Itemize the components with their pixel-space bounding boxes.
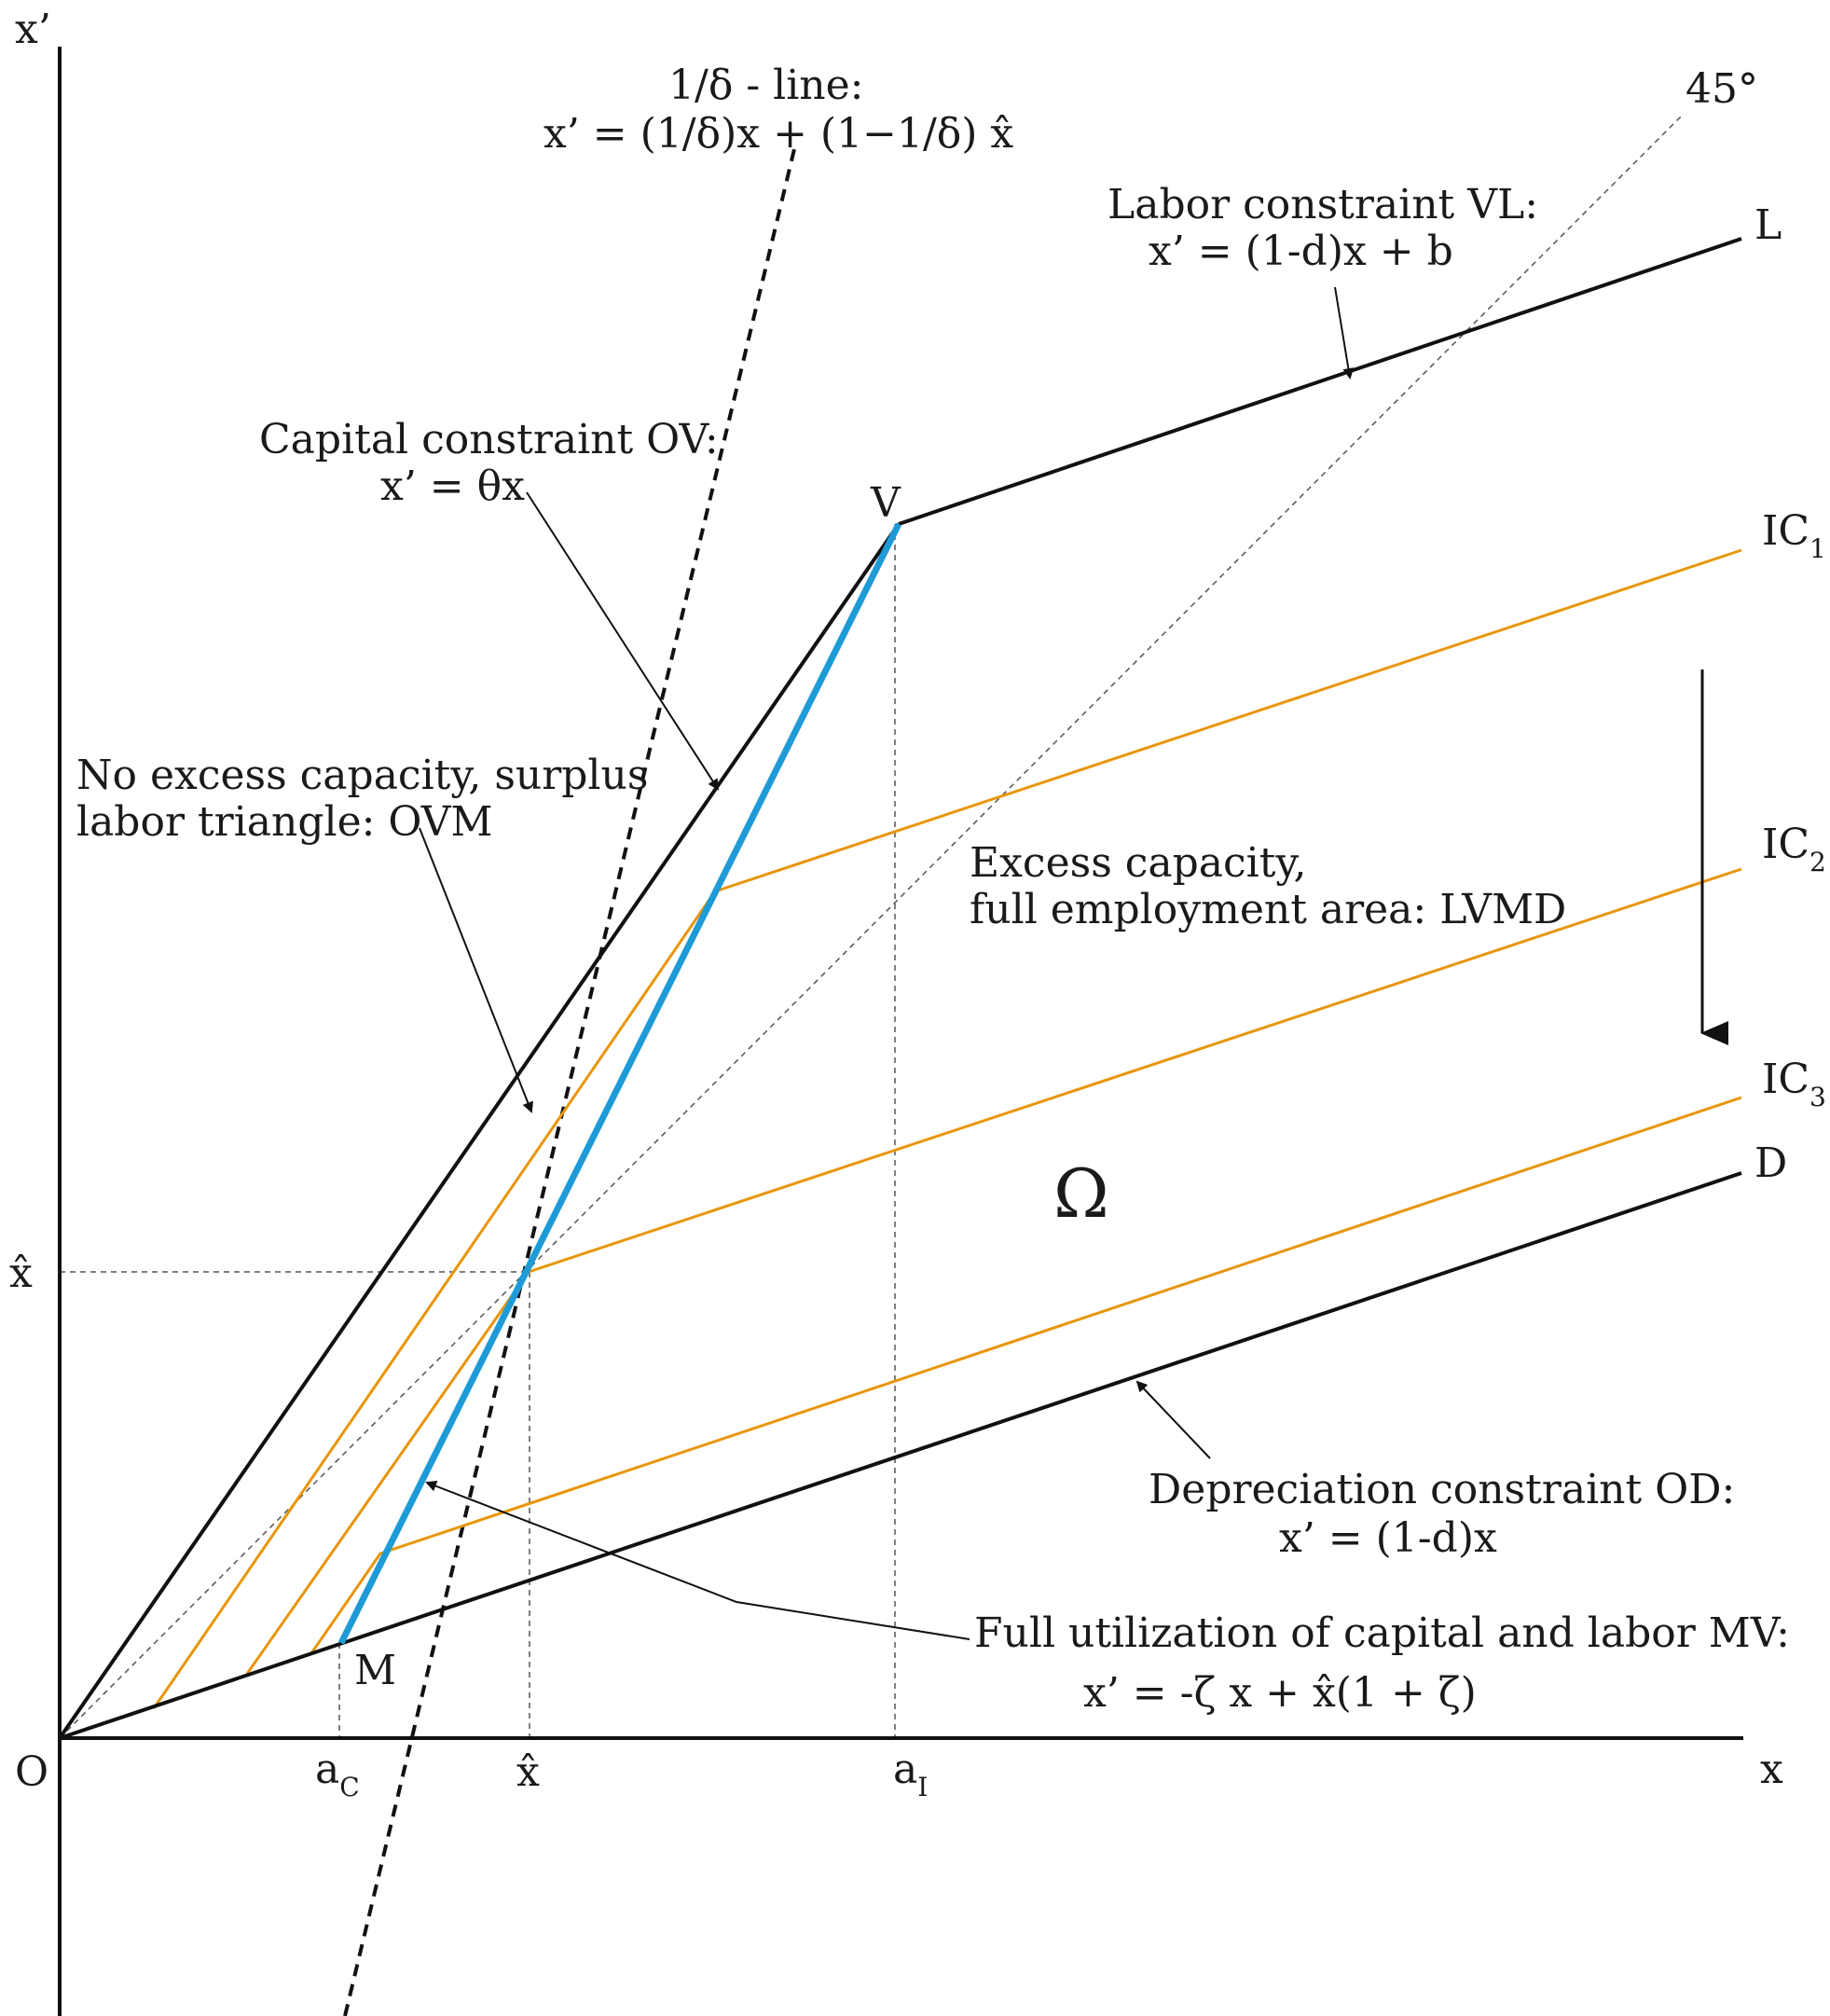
capital-constraint-title: Capital constraint OV: [259,416,719,463]
ic1-label: IC1 [1762,507,1826,564]
point-l-label: L [1754,201,1782,249]
full-utilization-line [337,522,902,1645]
full-utilization-title: Full utilization of capital and labor MV… [974,1609,1790,1657]
labor-constraint-line [898,237,1742,526]
depreciation-constraint-equation: x’ = (1-d)x [1279,1514,1497,1562]
inverse-delta-line [343,148,796,2016]
x-axis-label: x [1760,1746,1783,1793]
a-c-tick-label: aC [315,1746,360,1802]
ic-line-3 [310,1096,1742,1654]
x-hat-x-tick-label: x̂ [516,1748,540,1796]
noexcess-label-line1: No excess capacity, surplus [76,752,648,799]
excess-label-line2: full employment area: LVMD [970,886,1566,933]
capital-constraint-line [58,522,901,1740]
labor-annotation-arrow [1334,286,1355,380]
noexcess-annotation-arrow [419,827,533,1113]
ic2-label: IC2 [1762,821,1826,877]
x-hat-y-tick-label: x̂ [9,1250,33,1297]
45-degree-line [59,116,1682,1739]
labor-constraint-title: Labor constraint VL: [1108,181,1538,228]
a-i-tick-label: aI [893,1746,928,1802]
excess-label-line1: Excess capacity, [970,839,1306,887]
full-utilization-equation: x’ = -ζ x + x̂(1 + ζ) [1083,1669,1477,1717]
noexcess-label-line2: labor triangle: OVM [76,798,493,846]
depreciation-constraint-title: Depreciation constraint OD: [1149,1466,1735,1513]
point-v-label: V [870,479,901,527]
depreciation-annotation-arrow [1135,1380,1211,1459]
full-utilization-annotation-arrow [425,1480,970,1640]
labor-constraint-equation: x’ = (1-d)x + b [1149,228,1453,275]
point-m-label: M [354,1647,396,1694]
ic3-label: IC3 [1762,1056,1826,1112]
capital-constraint-equation: x’ = θx [380,463,525,510]
delta-line-equation: x’ = (1/δ)x + (1−1/δ) x̂ [543,110,1013,158]
point-d-label: D [1754,1139,1787,1187]
capital-annotation-arrow [526,491,720,791]
y-axis-label: x’ [15,6,51,53]
45-degree-label: 45° [1686,65,1758,113]
origin-label: O [15,1748,48,1796]
omega-region-label: Ω [1053,1154,1109,1233]
delta-line-title: 1/δ - line: [668,62,864,109]
depreciation-constraint-line [59,1171,1742,1740]
